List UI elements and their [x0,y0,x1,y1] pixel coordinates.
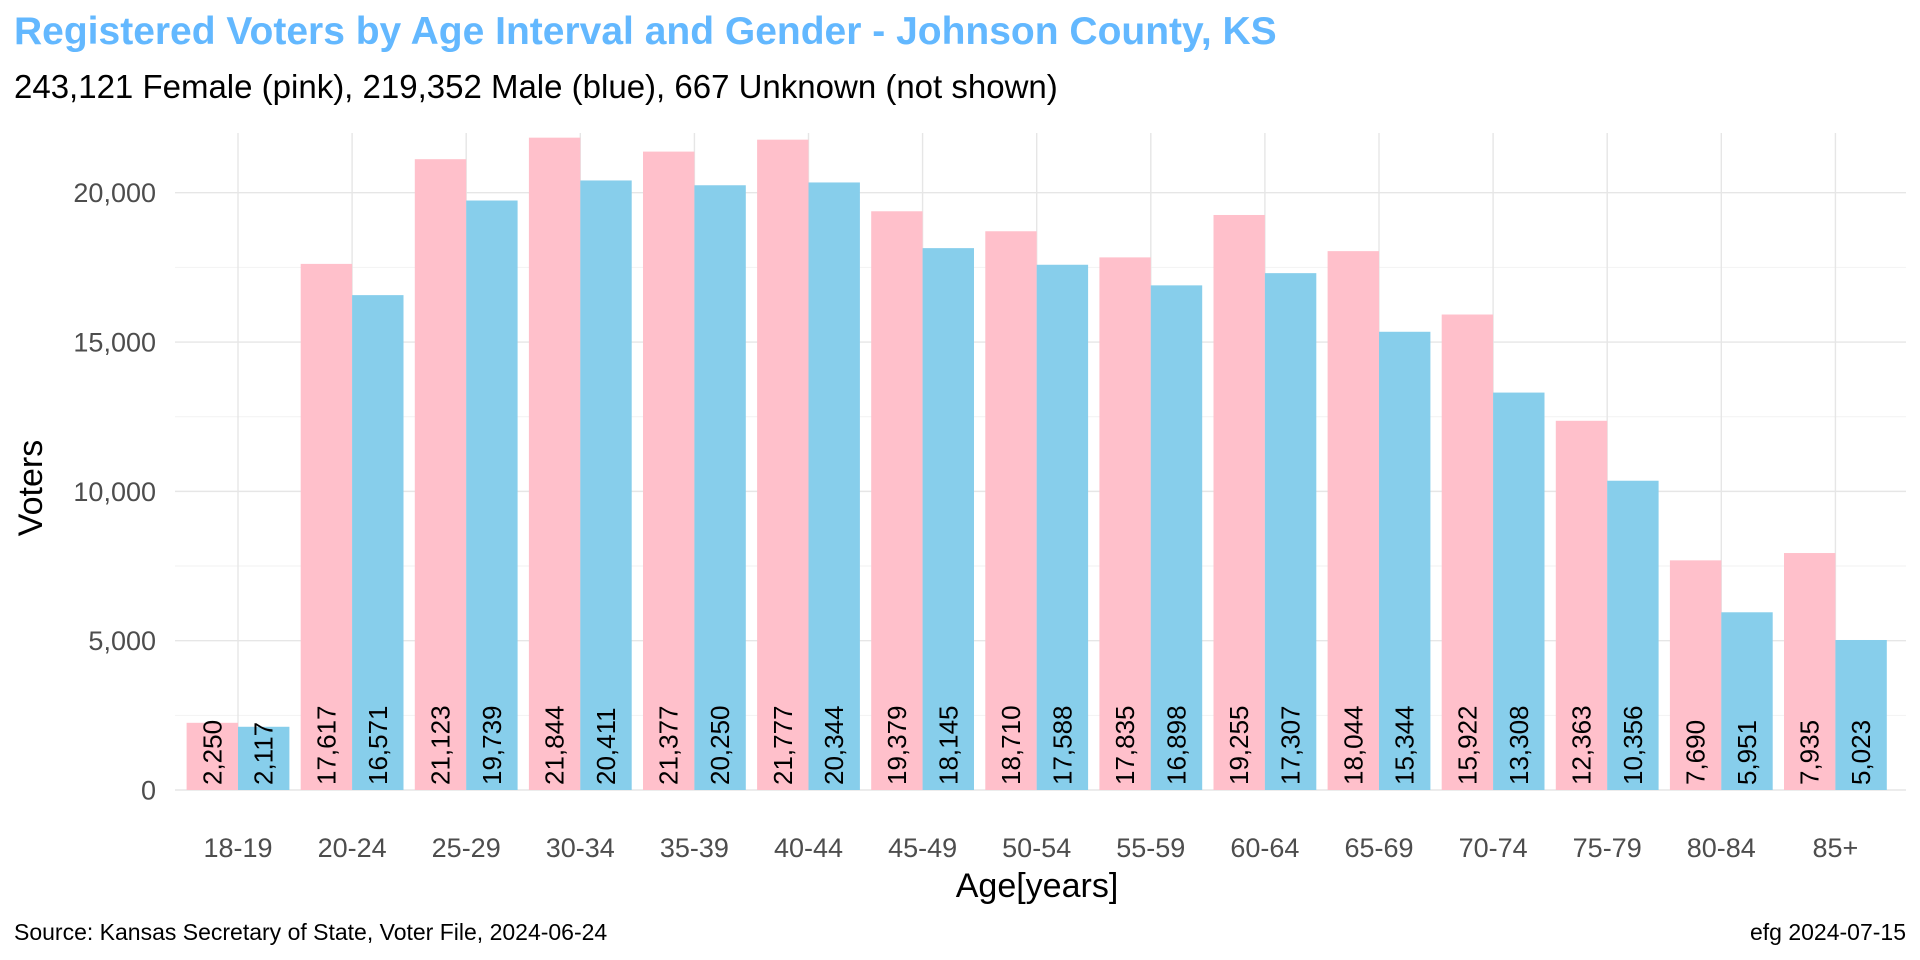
x-axis-title: Age[years] [956,867,1119,905]
x-axis-ticks: 18-19 20-24 25-29 30-34 35-39 40-44 45-49 50-54… [203,833,1858,863]
female-value-label: 19,255 [1224,705,1254,785]
source-caption: Source: Kansas Secretary of State, Voter… [14,919,607,945]
female-bar [414,159,467,790]
female-value-label: 21,377 [654,705,684,785]
y-tick-label: 20,000 [73,178,156,208]
female-bar [1669,560,1722,790]
male-bar [808,182,860,791]
male-bar [1036,264,1089,790]
female-value-label: 21,844 [540,705,570,785]
male-value-label: 10,356 [1618,705,1648,785]
male-value-label: 18,145 [933,705,963,785]
female-bar [1213,214,1265,790]
female-bar [1784,553,1836,790]
y-tick-label: 5,000 [88,626,156,656]
female-bar [1327,251,1379,790]
bars [186,137,1887,791]
male-bar [352,295,404,790]
x-tick-label: 65-69 [1344,833,1413,863]
male-value-label: 16,898 [1162,705,1192,785]
female-bar [871,211,923,791]
female-value-label: 15,922 [1452,705,1482,785]
male-value-label: 13,308 [1504,705,1534,785]
male-bar [580,180,632,791]
female-bar [1099,257,1151,790]
female-bar [528,137,581,791]
x-tick-label: 20-24 [318,833,387,863]
female-value-label: 17,835 [1110,705,1140,785]
x-tick-label: 60-64 [1230,833,1299,863]
female-bar [985,231,1037,791]
male-value-label: 17,588 [1047,705,1077,785]
x-tick-label: 80-84 [1687,833,1756,863]
y-axis-ticks: 0 5,000 10,000 15,000 20,000 [73,178,156,805]
x-tick-label: 70-74 [1459,833,1528,863]
male-value-label: 15,344 [1390,705,1420,785]
female-value-label: 21,123 [426,705,456,785]
date-caption: efg 2024-07-15 [1750,919,1906,945]
y-tick-label: 0 [141,776,156,806]
female-bar [757,139,809,790]
male-value-label: 20,250 [705,705,735,785]
male-value-label: 5,951 [1732,720,1762,785]
chart-subtitle: 243,121 Female (pink), 219,352 Male (blu… [14,68,1058,105]
x-tick-label: 45-49 [888,833,957,863]
bar-labels: 2,250 17,617 21,123 21,844 21,377 21,777 19,37… [197,705,1876,785]
male-value-label: 5,023 [1846,720,1876,785]
female-value-label: 19,379 [882,705,912,785]
y-tick-label: 15,000 [73,328,156,358]
x-tick-label: 85+ [1812,833,1858,863]
male-bar [1607,480,1659,790]
x-tick-label: 18-19 [203,833,272,863]
female-bar [643,151,695,790]
female-value-label: 21,777 [768,705,798,785]
male-value-label: 20,411 [591,707,621,785]
male-value-label: 19,739 [477,705,507,785]
x-tick-label: 35-39 [660,833,729,863]
x-tick-label: 40-44 [774,833,843,863]
female-value-label: 2,250 [197,720,227,785]
male-value-label: 17,307 [1276,705,1306,785]
male-value-label: 20,344 [819,705,849,785]
chart-title: Registered Voters by Age Interval and Ge… [14,10,1277,53]
x-tick-label: 25-29 [432,833,501,863]
female-value-label: 7,935 [1795,720,1825,785]
male-bar [1493,392,1545,790]
male-bar [694,185,746,791]
x-tick-label: 55-59 [1116,833,1185,863]
male-bar [1379,331,1431,790]
x-tick-label: 50-54 [1002,833,1071,863]
female-bar [300,263,353,790]
x-tick-label: 75-79 [1573,833,1642,863]
female-value-label: 18,710 [996,705,1026,785]
male-bar [1835,639,1887,790]
male-bar [238,726,290,790]
male-bar [922,248,974,790]
female-bar [1555,420,1608,790]
female-value-label: 12,363 [1567,705,1597,785]
x-tick-label: 30-34 [546,833,615,863]
male-bar [1150,285,1203,790]
female-bar [1441,314,1494,790]
male-bar [466,200,518,791]
female-value-label: 17,617 [311,705,341,785]
female-value-label: 18,044 [1338,705,1368,785]
male-value-label: 2,117 [249,722,279,785]
y-axis-title: Voters [12,440,50,536]
female-bar [186,722,238,790]
male-bar [1721,612,1773,790]
y-tick-label: 10,000 [73,477,156,507]
female-value-label: 7,690 [1681,720,1711,785]
male-value-label: 16,571 [363,705,393,785]
male-bar [1264,273,1317,791]
